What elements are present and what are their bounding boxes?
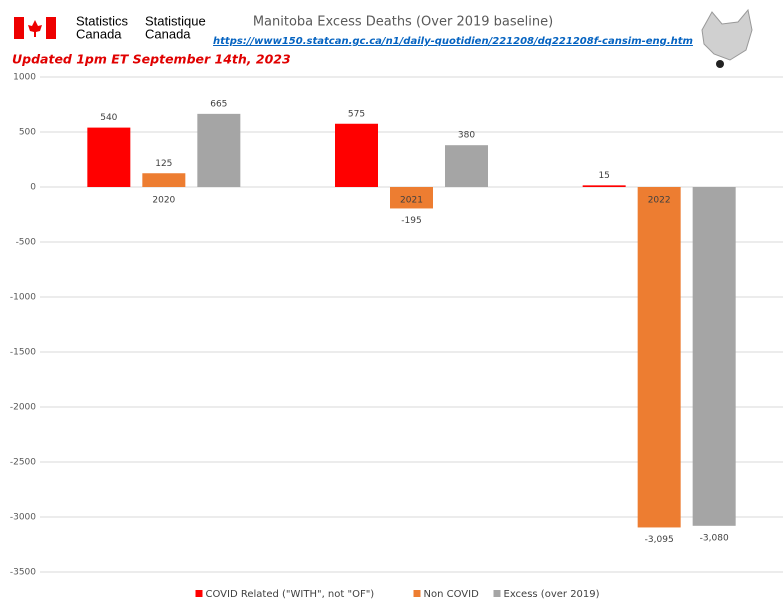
agency-name: Statistique [145, 13, 206, 28]
flag-band [14, 17, 24, 39]
y-tick-label: 500 [19, 128, 36, 138]
bar [390, 187, 433, 209]
maple-leaf [28, 20, 42, 37]
chart-title: Manitoba Excess Deaths (Over 2019 baseli… [253, 15, 553, 30]
source-link[interactable]: https://www150.statcan.gc.ca/n1/daily-qu… [213, 36, 693, 47]
bar [445, 145, 488, 187]
data-label: 540 [100, 113, 117, 123]
legend-label: COVID Related ("WITH", not "OF") [206, 589, 375, 600]
legend-label: Non COVID [424, 589, 480, 600]
y-tick-label: -500 [16, 238, 37, 248]
bar [637, 187, 681, 528]
y-tick-label: -1500 [10, 348, 36, 358]
data-label: 575 [348, 109, 365, 119]
y-tick-label: 1000 [13, 73, 36, 83]
y-tick-label: -2500 [10, 458, 36, 468]
y-tick-label: -3500 [10, 568, 36, 578]
bar [142, 173, 186, 187]
legend-swatch [195, 590, 203, 597]
x-tick-label: 2020 [152, 196, 175, 206]
data-label: 125 [155, 159, 172, 169]
paw [716, 60, 724, 68]
data-label: -195 [401, 216, 421, 226]
y-tick-label: -3000 [10, 513, 36, 523]
annotation: Updated 1pm ET September 14th, 2023 [12, 52, 291, 67]
wolf-head [701, 8, 753, 61]
flag-band [46, 17, 56, 39]
y-tick-label: -1000 [10, 293, 36, 303]
legend-swatch [413, 590, 421, 597]
x-tick-label: 2022 [648, 196, 671, 206]
bar [692, 187, 736, 526]
bar [335, 123, 378, 187]
bar [87, 127, 131, 187]
bar [582, 185, 626, 187]
agency-name: Statistics [76, 13, 129, 28]
wolf-logo [701, 8, 753, 68]
data-label: -3,080 [700, 533, 729, 543]
x-tick-label: 2021 [400, 196, 423, 206]
canada-flag [14, 17, 56, 39]
y-tick-label: 0 [30, 183, 36, 193]
y-tick-label: -2000 [10, 403, 36, 413]
legend-swatch [493, 590, 501, 597]
data-label: 15 [598, 171, 609, 181]
agency-name: Canada [76, 26, 122, 41]
agency-name: Canada [145, 26, 191, 41]
data-label: 665 [210, 99, 227, 109]
data-label: 380 [458, 131, 475, 141]
legend-label: Excess (over 2019) [504, 589, 600, 600]
data-label: -3,095 [645, 535, 674, 545]
bar [197, 113, 241, 187]
